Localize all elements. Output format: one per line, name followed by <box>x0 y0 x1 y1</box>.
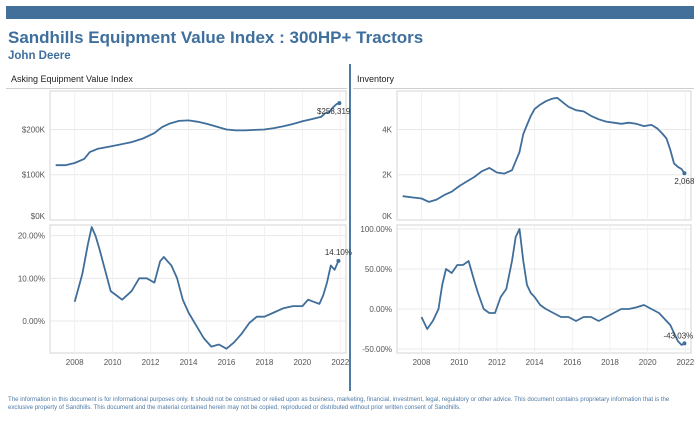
y-tick-label: $200K <box>22 125 46 134</box>
x-tick-label: 2008 <box>66 358 84 367</box>
x-tick-label: 2022 <box>331 358 349 367</box>
plot-frame <box>396 90 692 221</box>
right-panel-rule <box>353 88 694 89</box>
x-tick-label: 2018 <box>256 358 274 367</box>
inventory-panel-title: Inventory <box>357 74 395 84</box>
plot-frame <box>49 224 347 354</box>
x-tick-label: 2022 <box>676 358 694 367</box>
series-line <box>55 102 340 167</box>
series-line <box>402 96 686 203</box>
plot-frame <box>396 224 692 354</box>
x-tick-label: 2010 <box>104 358 122 367</box>
value-index-panel-title: Asking Equipment Value Index <box>11 74 133 84</box>
end-point-marker <box>682 341 687 346</box>
y-tick-label: 50.00% <box>365 265 392 274</box>
x-tick-label: 2010 <box>450 358 468 367</box>
disclaimer-text: The information in this document is for … <box>8 396 670 412</box>
y-tick-label: 4K <box>382 125 392 134</box>
x-tick-label: 2012 <box>142 358 160 367</box>
left-panel-rule <box>6 88 347 89</box>
end-value-label: 14.10% <box>325 248 352 257</box>
y-tick-label: 10.00% <box>18 274 45 283</box>
x-tick-label: 2008 <box>413 358 431 367</box>
series-line <box>73 226 340 350</box>
end-value-label: $258,319 <box>317 107 351 116</box>
end-point-marker <box>336 258 341 263</box>
end-point-marker <box>337 101 342 106</box>
x-tick-label: 2020 <box>293 358 311 367</box>
end-point-marker <box>682 171 687 176</box>
inventory-chart: 0K 2K 4K 2,068 <box>382 90 695 221</box>
x-tick-label: 2012 <box>488 358 506 367</box>
x-tick-label: 2018 <box>601 358 619 367</box>
end-value-label: -43.03% <box>664 331 694 340</box>
x-tick-label: 2016 <box>563 358 581 367</box>
x-tick-label: 2016 <box>218 358 236 367</box>
y-tick-label: 0K <box>382 212 392 221</box>
x-tick-label: 2014 <box>180 358 198 367</box>
panel-divider <box>349 64 351 391</box>
series-line <box>420 228 685 346</box>
y-tick-label: 2K <box>382 171 392 180</box>
end-value-label: 2,068 <box>674 177 695 186</box>
y-tick-label: 20.00% <box>18 232 45 241</box>
value-index-change-chart: 0.00% 10.00% 20.00% 2008 2010 2012 2014 2016 201… <box>18 224 352 367</box>
y-tick-label: $100K <box>22 171 46 180</box>
page-subtitle: John Deere <box>8 50 71 62</box>
header-bar <box>6 6 694 19</box>
x-tick-label: 2014 <box>526 358 544 367</box>
page-title: Sandhills Equipment Value Index : 300HP+… <box>8 28 424 47</box>
y-tick-label: -50.00% <box>362 345 392 354</box>
y-tick-label: 0.00% <box>369 305 392 314</box>
y-tick-label: 100.00% <box>360 225 392 234</box>
plot-frame <box>49 90 347 221</box>
x-tick-label: 2020 <box>639 358 657 367</box>
inventory-change-chart: -50.00% 0.00% 50.00% 100.00% 2008 2010 2012 201… <box>360 224 695 367</box>
y-tick-label: 0.00% <box>22 317 45 326</box>
y-tick-label: $0K <box>31 212 46 221</box>
value-index-chart: $0K $100K $200K $258,319 <box>22 90 351 221</box>
